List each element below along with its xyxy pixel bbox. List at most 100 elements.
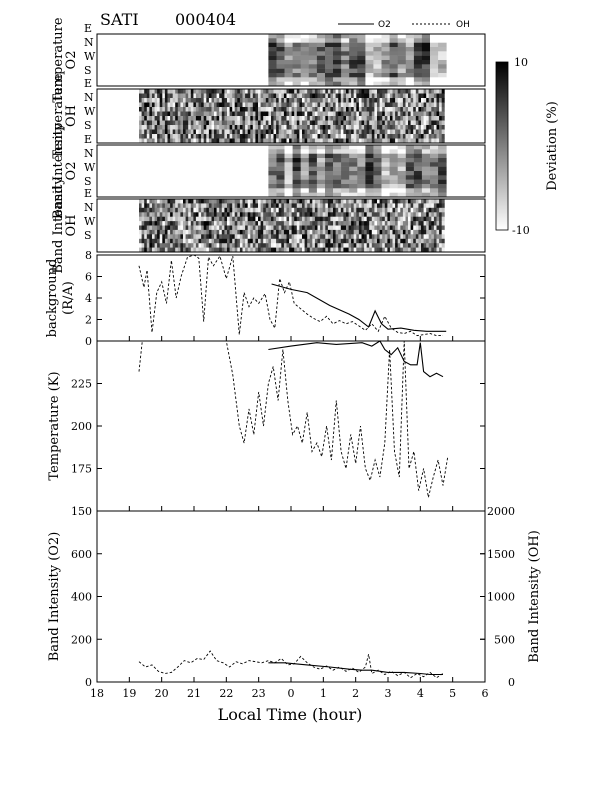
keogram-cell — [183, 221, 186, 226]
keogram-cell — [164, 134, 168, 139]
keogram-cell — [371, 238, 375, 244]
keogram-cell — [299, 89, 303, 94]
keogram-cell — [333, 238, 336, 244]
keogram-cell — [410, 229, 414, 235]
keogram-cell — [252, 138, 256, 144]
keogram-cell — [263, 199, 267, 204]
keogram-cell — [227, 216, 230, 222]
keogram-cell — [292, 51, 302, 56]
keogram-cell — [284, 42, 293, 48]
keogram-cell — [302, 234, 305, 239]
keogram-cell — [234, 212, 238, 217]
keogram-cell — [317, 134, 321, 139]
keogram-cell — [219, 221, 223, 226]
keogram-cell — [258, 138, 261, 144]
keogram-cell — [214, 107, 217, 112]
keogram-cell — [252, 229, 256, 235]
keogram-cell — [224, 238, 228, 244]
keogram-cell — [395, 229, 399, 235]
keogram-cell — [441, 243, 445, 248]
keogram-cell — [413, 93, 417, 99]
keogram-cell — [162, 93, 166, 99]
keogram-cell — [405, 111, 409, 117]
keogram-cell — [154, 93, 158, 99]
keogram-cell — [428, 243, 432, 248]
keogram-cell — [439, 238, 443, 244]
keogram-cell — [436, 243, 440, 248]
keogram-cell — [312, 243, 316, 248]
keogram-cell — [387, 89, 391, 94]
keogram-cell — [346, 212, 349, 217]
keogram-cell — [322, 221, 326, 226]
keogram-cell — [299, 212, 303, 217]
keogram-cell — [433, 207, 437, 213]
keogram-cell — [410, 89, 414, 94]
keogram-cell — [185, 129, 189, 135]
keogram-cell — [335, 134, 339, 139]
keogram-cell — [357, 47, 366, 52]
keogram-cell — [387, 225, 391, 231]
keogram-cell — [349, 175, 358, 180]
keogram-cell — [283, 129, 287, 135]
keogram-cell — [314, 229, 318, 235]
keogram-cell — [185, 207, 189, 213]
keogram-cell — [283, 116, 287, 121]
keogram-cell — [314, 203, 318, 209]
keogram-cell — [356, 120, 360, 126]
keogram-cell — [373, 38, 382, 43]
keogram-cell — [291, 225, 295, 231]
keogram-cell — [436, 229, 440, 235]
keogram-cell — [333, 158, 342, 163]
keogram-cell — [439, 134, 443, 139]
keogram-cell — [338, 134, 342, 139]
y-right-tick-label: 500 — [494, 633, 515, 646]
keogram-cell — [170, 107, 174, 112]
keogram-cell — [413, 199, 417, 204]
keogram-cell — [333, 199, 336, 204]
keogram-cell — [152, 98, 155, 103]
keogram-cell — [402, 102, 406, 108]
keogram-cell — [141, 212, 145, 217]
keogram-cell — [405, 184, 415, 189]
keogram-cell — [320, 225, 324, 231]
keogram-cell — [392, 89, 396, 94]
keogram-cell — [198, 111, 202, 117]
keogram-cell — [382, 111, 386, 117]
keogram-cell — [183, 238, 186, 244]
keogram-cell — [322, 225, 326, 231]
keogram-cell — [346, 225, 349, 231]
keogram-cell — [201, 111, 205, 117]
keogram-cell — [408, 199, 411, 204]
keogram-cell — [356, 216, 360, 222]
keogram-cell — [397, 175, 407, 180]
keogram-cell — [361, 102, 365, 108]
keogram-cell — [292, 60, 302, 65]
keogram-cell — [408, 138, 411, 144]
keogram-cell — [405, 229, 409, 235]
keogram-cell — [211, 238, 215, 244]
keogram-cell — [175, 229, 179, 235]
keogram-cell — [307, 212, 311, 217]
keogram-cell — [307, 229, 311, 235]
keogram-cell — [237, 234, 241, 239]
keogram-cell — [177, 225, 181, 231]
keogram-cell — [252, 216, 256, 222]
keogram-cell — [441, 134, 445, 139]
keogram-cell — [170, 216, 174, 222]
keogram-cell — [373, 149, 382, 154]
keogram-cell — [333, 179, 342, 185]
keogram-cell — [146, 199, 150, 204]
keogram-cell — [268, 60, 277, 65]
keogram-cell — [139, 229, 142, 235]
keogram-cell — [402, 207, 406, 213]
keogram-cell — [154, 216, 158, 222]
keogram-cell — [308, 73, 318, 78]
keogram-cell — [232, 111, 236, 117]
keogram-cell — [395, 98, 399, 103]
keogram-cell — [387, 116, 391, 121]
keogram-cell — [351, 238, 355, 244]
keogram-cell — [304, 212, 308, 217]
keogram-cell — [353, 107, 357, 112]
keogram-cell — [438, 184, 447, 189]
keogram-cell — [325, 243, 329, 248]
